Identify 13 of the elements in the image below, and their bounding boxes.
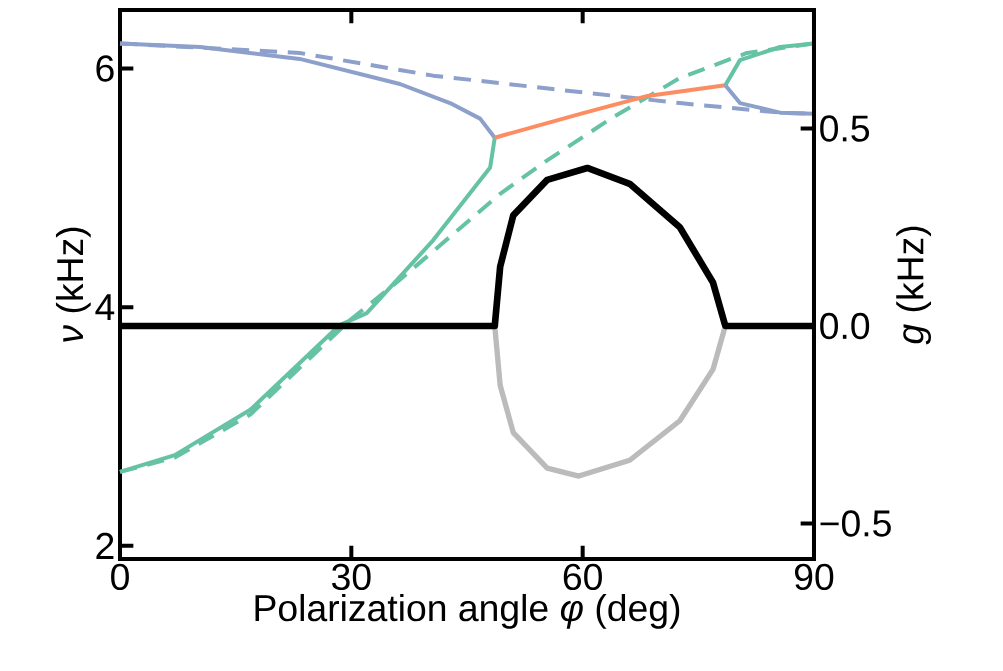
- x-tick-label: 90: [794, 563, 834, 591]
- y2-tick-label: 0.0: [820, 312, 870, 340]
- y2-axis-title: g (kHz): [896, 226, 932, 345]
- y-tick-label: 4: [95, 294, 115, 321]
- y-axis-title: ν (kHz): [55, 227, 91, 342]
- x-tick-label: 60: [563, 563, 602, 591]
- y-tick-label: 6: [96, 55, 114, 82]
- y2-tick-label: −0.5: [820, 510, 891, 537]
- x-tick-label: 30: [332, 563, 371, 591]
- y-tick-label: 2: [96, 532, 114, 559]
- y2-tick-label: 0.5: [820, 115, 870, 142]
- x-axis-title: Polarization angle φ (deg): [255, 593, 680, 629]
- x-tick-label: 0: [111, 563, 129, 591]
